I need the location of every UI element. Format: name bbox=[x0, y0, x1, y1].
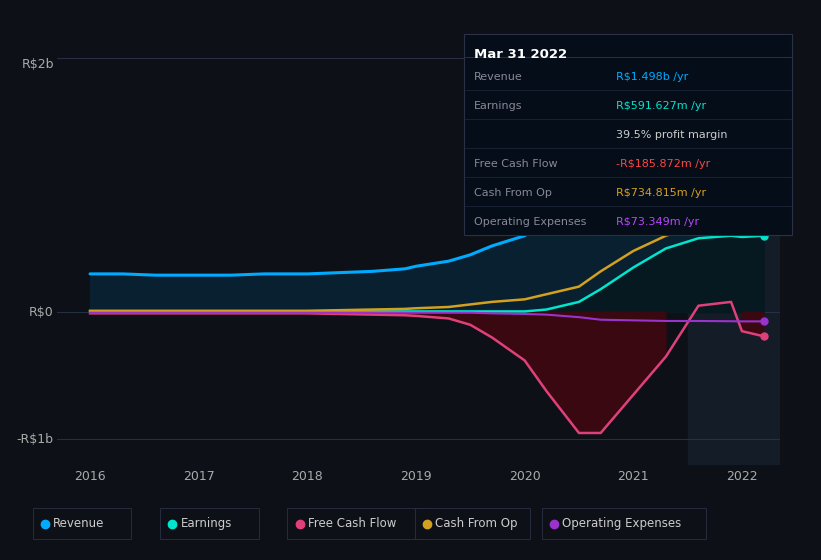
Text: R$2b: R$2b bbox=[21, 58, 54, 71]
Text: R$591.627m /yr: R$591.627m /yr bbox=[616, 101, 706, 111]
Text: Operating Expenses: Operating Expenses bbox=[562, 517, 681, 530]
Text: Revenue: Revenue bbox=[474, 72, 522, 82]
Text: -R$185.872m /yr: -R$185.872m /yr bbox=[616, 159, 710, 169]
Text: Earnings: Earnings bbox=[474, 101, 522, 111]
Text: R$73.349m /yr: R$73.349m /yr bbox=[616, 217, 699, 227]
Text: 39.5% profit margin: 39.5% profit margin bbox=[616, 130, 727, 140]
Text: Earnings: Earnings bbox=[181, 517, 232, 530]
Bar bbox=[688, 45, 780, 465]
Text: Free Cash Flow: Free Cash Flow bbox=[308, 517, 397, 530]
Text: Cash From Op: Cash From Op bbox=[435, 517, 517, 530]
Text: Operating Expenses: Operating Expenses bbox=[474, 217, 586, 227]
Text: Mar 31 2022: Mar 31 2022 bbox=[474, 48, 566, 60]
Text: R$0: R$0 bbox=[29, 306, 54, 319]
Text: Free Cash Flow: Free Cash Flow bbox=[474, 159, 557, 169]
Text: Revenue: Revenue bbox=[53, 517, 105, 530]
Text: R$734.815m /yr: R$734.815m /yr bbox=[616, 188, 706, 198]
Text: R$1.498b /yr: R$1.498b /yr bbox=[616, 72, 688, 82]
Text: -R$1b: -R$1b bbox=[17, 433, 54, 446]
Text: Cash From Op: Cash From Op bbox=[474, 188, 552, 198]
